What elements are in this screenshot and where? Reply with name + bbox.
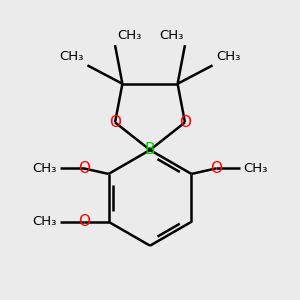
Text: CH₃: CH₃ xyxy=(159,29,183,42)
Text: O: O xyxy=(109,115,121,130)
Text: O: O xyxy=(78,161,90,176)
Text: CH₃: CH₃ xyxy=(243,162,267,175)
Text: O: O xyxy=(179,115,191,130)
Text: CH₃: CH₃ xyxy=(216,50,241,63)
Text: CH₃: CH₃ xyxy=(33,162,57,175)
Text: CH₃: CH₃ xyxy=(33,215,57,228)
Text: O: O xyxy=(78,214,90,229)
Text: CH₃: CH₃ xyxy=(59,50,84,63)
Text: B: B xyxy=(145,142,155,158)
Text: O: O xyxy=(210,161,222,176)
Text: CH₃: CH₃ xyxy=(117,29,141,42)
